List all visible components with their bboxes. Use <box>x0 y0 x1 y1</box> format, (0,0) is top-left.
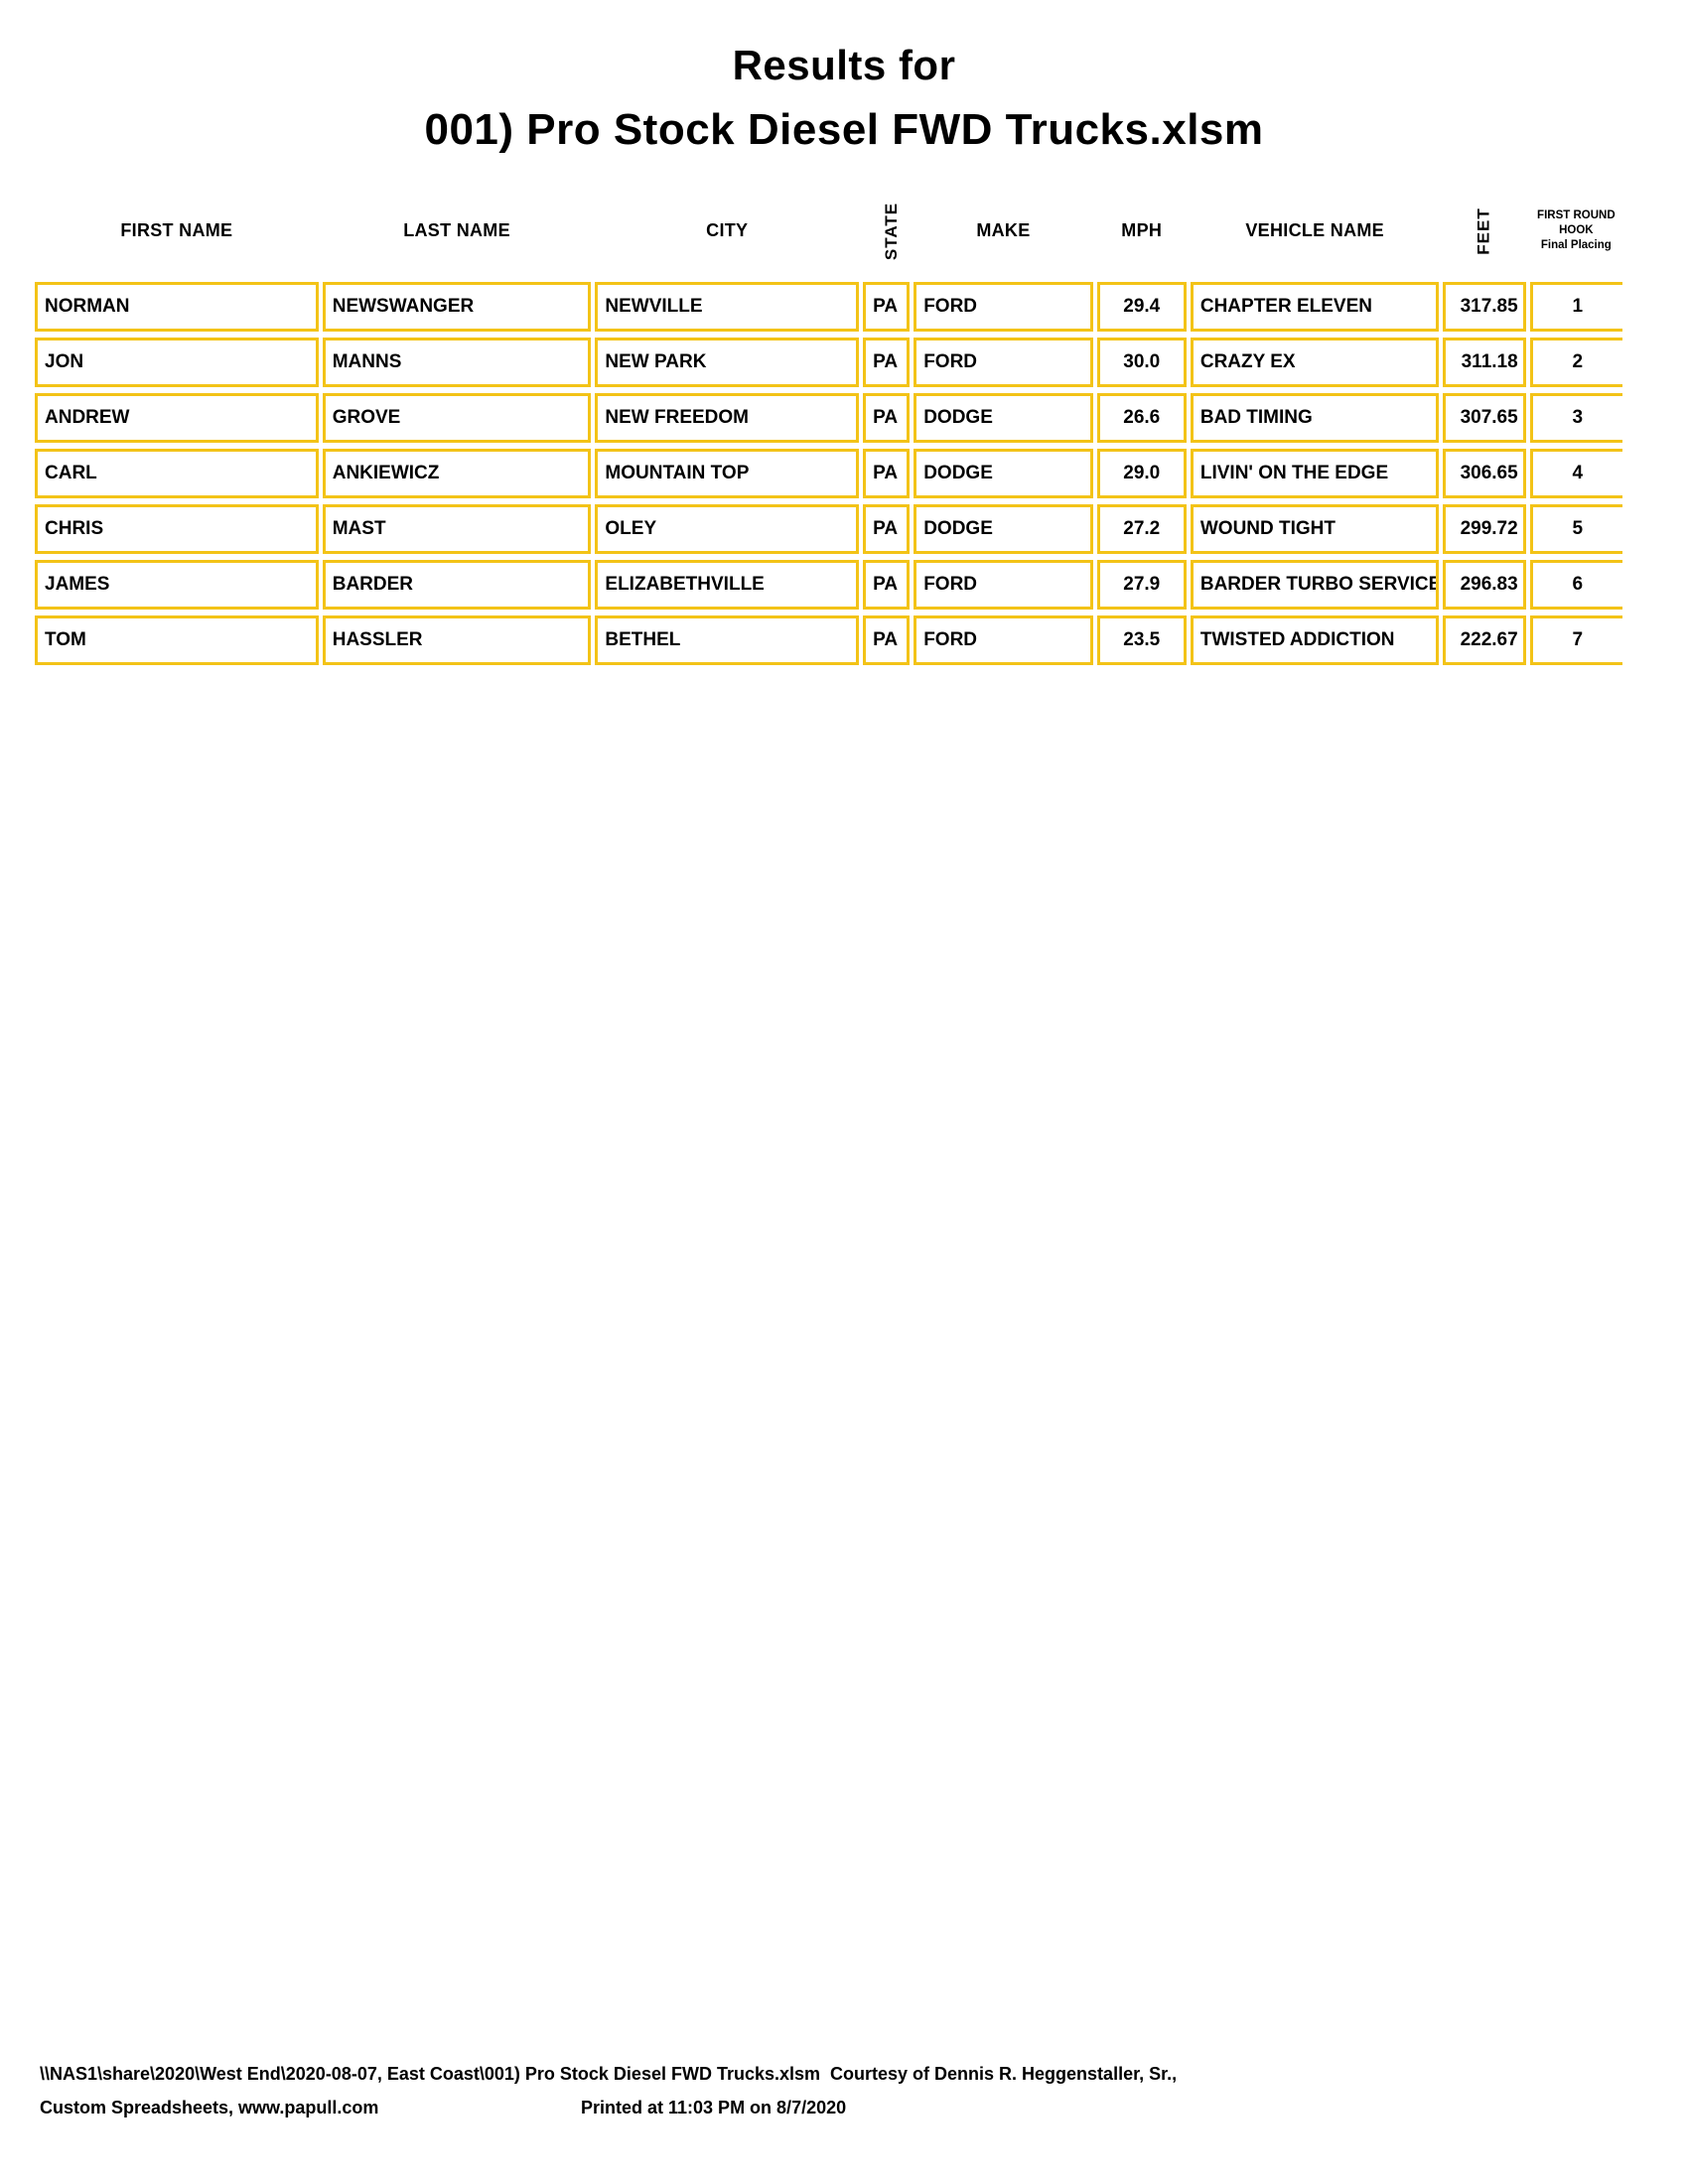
cell-feet: 317.85 <box>1443 282 1526 332</box>
page-subtitle: 001) Pro Stock Diesel FWD Trucks.xlsm <box>424 105 1264 154</box>
footer-path-line: \\NAS1\share\2020\West End\2020-08-07, E… <box>40 2064 1178 2084</box>
col-header-mph: MPH <box>1121 219 1163 240</box>
cell-placing: 7 <box>1529 615 1622 665</box>
cell-placing: 1 <box>1529 282 1622 332</box>
cell-last-name: ANKIEWICZ <box>322 449 592 498</box>
cell-mph: 29.4 <box>1096 282 1187 332</box>
cell-placing: 6 <box>1529 560 1622 610</box>
results-table: FIRST NAME LAST NAME CITY STATE MAKE MPH… <box>31 179 1626 671</box>
cell-vehicle-name: CRAZY EX <box>1190 338 1440 387</box>
cell-first-name: JAMES <box>35 560 319 610</box>
feet-vertical-label: FEET <box>1475 206 1494 255</box>
col-header-feet: FEET <box>1443 185 1525 276</box>
footer-credit-line: Custom Spreadsheets, www.papull.com Prin… <box>40 2091 1668 2124</box>
cell-first-name: CARL <box>35 449 319 498</box>
cell-placing: 4 <box>1529 449 1622 498</box>
cell-vehicle-name: BARDER TURBO SERVICE <box>1190 560 1440 610</box>
cell-city: NEW PARK <box>595 338 860 387</box>
cell-vehicle-name: WOUND TIGHT <box>1190 504 1440 554</box>
cell-state: PA <box>863 282 911 332</box>
cell-first-name: NORMAN <box>35 282 319 332</box>
cell-city: OLEY <box>595 504 860 554</box>
cell-vehicle-name: CHAPTER ELEVEN <box>1190 282 1440 332</box>
cell-feet: 307.65 <box>1443 393 1526 443</box>
header-row: FIRST NAME LAST NAME CITY STATE MAKE MPH… <box>35 185 1622 276</box>
cell-state: PA <box>863 615 911 665</box>
state-vertical-label: STATE <box>882 202 902 260</box>
cell-make: FORD <box>914 560 1093 610</box>
col-header-first-round-hook: FIRST ROUND HOOK Final Placing <box>1530 185 1622 276</box>
cell-city: MOUNTAIN TOP <box>595 449 860 498</box>
cell-first-name: ANDREW <box>35 393 319 443</box>
results-page: Results for 001) Pro Stock Diesel FWD Tr… <box>0 0 1688 2117</box>
hook-header-line1: FIRST ROUND <box>1537 208 1616 221</box>
cell-feet: 222.67 <box>1443 615 1526 665</box>
title-block: Results for 001) Pro Stock Diesel FWD Tr… <box>0 0 1688 155</box>
footer-printed-at: Printed at 11:03 PM on 8/7/2020 <box>581 2098 847 2117</box>
cell-feet: 299.72 <box>1443 504 1526 554</box>
col-header-last-name: LAST NAME <box>403 219 510 240</box>
cell-mph: 29.0 <box>1096 449 1187 498</box>
table-row: JON MANNS NEW PARK PA FORD 30.0 CRAZY EX… <box>35 338 1622 387</box>
col-header-make: MAKE <box>976 219 1031 240</box>
page-footer: \\NAS1\share\2020\West End\2020-08-07, E… <box>40 2057 1668 2124</box>
table-row: CHRIS MAST OLEY PA DODGE 27.2 WOUND TIGH… <box>35 504 1622 554</box>
table-row: ANDREW GROVE NEW FREEDOM PA DODGE 26.6 B… <box>35 393 1622 443</box>
hook-header-line3: Final Placing <box>1540 238 1612 251</box>
cell-feet: 311.18 <box>1443 338 1526 387</box>
cell-vehicle-name: BAD TIMING <box>1190 393 1440 443</box>
cell-city: BETHEL <box>595 615 860 665</box>
cell-state: PA <box>863 338 911 387</box>
cell-city: ELIZABETHVILLE <box>595 560 860 610</box>
cell-first-name: JON <box>35 338 319 387</box>
cell-vehicle-name: TWISTED ADDICTION <box>1190 615 1440 665</box>
cell-state: PA <box>863 393 911 443</box>
cell-make: DODGE <box>914 449 1093 498</box>
cell-last-name: NEWSWANGER <box>322 282 592 332</box>
cell-mph: 30.0 <box>1096 338 1187 387</box>
cell-make: FORD <box>914 615 1093 665</box>
cell-mph: 27.9 <box>1096 560 1187 610</box>
col-header-first-name: FIRST NAME <box>120 219 233 240</box>
page-title: Results for <box>732 42 956 88</box>
table-row: TOM HASSLER BETHEL PA FORD 23.5 TWISTED … <box>35 615 1622 665</box>
cell-last-name: HASSLER <box>322 615 592 665</box>
cell-make: FORD <box>914 338 1093 387</box>
table-row: JAMES BARDER ELIZABETHVILLE PA FORD 27.9… <box>35 560 1622 610</box>
cell-feet: 306.65 <box>1443 449 1526 498</box>
cell-make: DODGE <box>914 504 1093 554</box>
cell-feet: 296.83 <box>1443 560 1526 610</box>
cell-make: DODGE <box>914 393 1093 443</box>
cell-state: PA <box>863 504 911 554</box>
col-header-state: STATE <box>863 185 910 276</box>
cell-mph: 26.6 <box>1096 393 1187 443</box>
cell-state: PA <box>863 449 911 498</box>
cell-last-name: MAST <box>322 504 592 554</box>
col-header-city: CITY <box>706 219 749 240</box>
table-row: NORMAN NEWSWANGER NEWVILLE PA FORD 29.4 … <box>35 282 1622 332</box>
cell-placing: 3 <box>1529 393 1622 443</box>
col-header-vehicle-name: VEHICLE NAME <box>1245 219 1384 240</box>
cell-placing: 5 <box>1529 504 1622 554</box>
cell-vehicle-name: LIVIN' ON THE EDGE <box>1190 449 1440 498</box>
cell-last-name: MANNS <box>322 338 592 387</box>
cell-city: NEWVILLE <box>595 282 860 332</box>
results-body: NORMAN NEWSWANGER NEWVILLE PA FORD 29.4 … <box>35 282 1622 665</box>
cell-city: NEW FREEDOM <box>595 393 860 443</box>
hook-header-line2: HOOK <box>1559 223 1594 236</box>
cell-first-name: TOM <box>35 615 319 665</box>
cell-first-name: CHRIS <box>35 504 319 554</box>
cell-make: FORD <box>914 282 1093 332</box>
cell-last-name: GROVE <box>322 393 592 443</box>
cell-mph: 23.5 <box>1096 615 1187 665</box>
footer-credit: Custom Spreadsheets, www.papull.com <box>40 2098 379 2117</box>
cell-last-name: BARDER <box>322 560 592 610</box>
cell-mph: 27.2 <box>1096 504 1187 554</box>
table-row: CARL ANKIEWICZ MOUNTAIN TOP PA DODGE 29.… <box>35 449 1622 498</box>
cell-placing: 2 <box>1529 338 1622 387</box>
cell-state: PA <box>863 560 911 610</box>
